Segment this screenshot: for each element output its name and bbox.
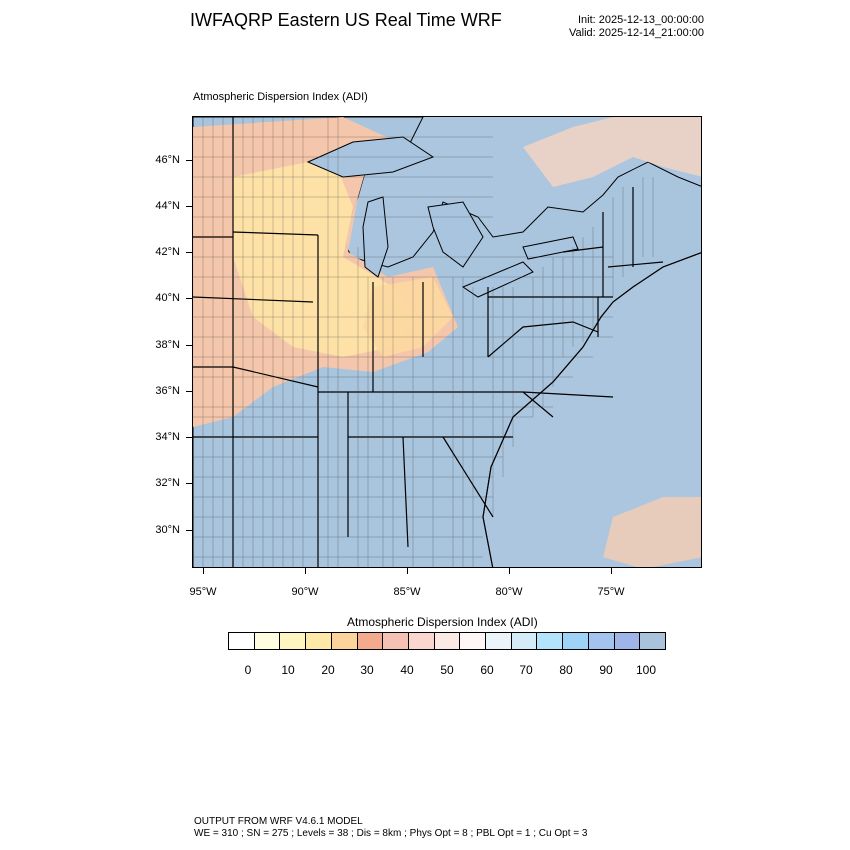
county-lines (193, 117, 654, 567)
lon-label-85w: 85°W (393, 586, 421, 598)
map-title: Atmospheric Dispersion Index (ADI) (193, 91, 368, 103)
lat-tick (186, 206, 192, 207)
lon-tick (305, 568, 306, 574)
lat-tick (186, 437, 192, 438)
colorbar-swatch (588, 633, 615, 649)
lat-label-32n: 32°N (155, 477, 180, 489)
colorbar-title: Atmospheric Dispersion Index (ADI) (347, 615, 538, 629)
lat-tick (186, 252, 192, 253)
lake-huron (427, 201, 484, 268)
atlantic-coastline (482, 252, 701, 567)
colorbar-swatch (306, 633, 332, 649)
lon-tick (611, 568, 612, 574)
colorbar-swatch (640, 633, 665, 649)
canada-warm-region (523, 117, 701, 187)
init-time: Init: 2025-12-13_00:00:00 (578, 14, 704, 26)
colorbar-swatch (383, 633, 409, 649)
colorbar-swatch (563, 633, 589, 649)
lat-label-30n: 30°N (155, 524, 180, 536)
lat-label-36n: 36°N (155, 385, 180, 397)
colorbar-label: 50 (440, 663, 454, 677)
colorbar-swatch (357, 633, 384, 649)
valid-time: Valid: 2025-12-14_21:00:00 (569, 27, 704, 39)
colorbar-swatch (280, 633, 307, 649)
colorbar-swatch (486, 633, 512, 649)
lon-tick (509, 568, 510, 574)
colorbar (228, 632, 666, 650)
colorbar-swatch (537, 633, 564, 649)
colorbar-label: 10 (281, 663, 295, 677)
colorbar-label: 90 (599, 663, 613, 677)
colorbar-swatch (408, 633, 435, 649)
colorbar-label: 30 (360, 663, 374, 677)
colorbar-swatch (614, 633, 641, 649)
lake-ontario (522, 236, 579, 260)
colorbar-label: 0 (244, 663, 252, 677)
lon-label-80w: 80°W (495, 586, 523, 598)
colorbar-swatch (254, 633, 281, 649)
ocean-warm-patch (603, 497, 701, 567)
lat-label-46n: 46°N (155, 154, 180, 166)
lat-tick (186, 160, 192, 161)
colorbar-label: 100 (635, 663, 657, 677)
colorbar-swatch (511, 633, 538, 649)
footer-model: OUTPUT FROM WRF V4.6.1 MODEL (194, 816, 363, 827)
lat-label-44n: 44°N (155, 200, 180, 212)
colorbar-swatch (460, 633, 487, 649)
plot-title: IWFAQRP Eastern US Real Time WRF (190, 10, 502, 30)
colorbar-swatch (434, 633, 461, 649)
lon-label-95w: 95°W (189, 586, 217, 598)
lon-tick (407, 568, 408, 574)
lat-label-34n: 34°N (155, 431, 180, 443)
lat-label-42n: 42°N (155, 246, 180, 258)
colorbar-label: 70 (519, 663, 533, 677)
footer-config: WE = 310 ; SN = 275 ; Levels = 38 ; Dis … (194, 828, 588, 839)
colorbar-label: 20 (321, 663, 335, 677)
lat-tick (186, 345, 192, 346)
lat-label-38n: 38°N (155, 339, 180, 351)
lat-label-40n: 40°N (155, 292, 180, 304)
adi-map-svg (193, 117, 701, 567)
colorbar-label: 80 (559, 663, 573, 677)
adi-map (192, 116, 702, 568)
colorbar-swatch (229, 633, 255, 649)
lon-label-90w: 90°W (291, 586, 319, 598)
colorbar-label: 60 (480, 663, 494, 677)
lat-tick (186, 530, 192, 531)
lat-tick (186, 391, 192, 392)
colorbar-label: 40 (400, 663, 414, 677)
lat-tick (186, 483, 192, 484)
lat-tick (186, 298, 192, 299)
colorbar-swatch (331, 633, 358, 649)
lon-label-75w: 75°W (597, 586, 625, 598)
lon-tick (203, 568, 204, 574)
